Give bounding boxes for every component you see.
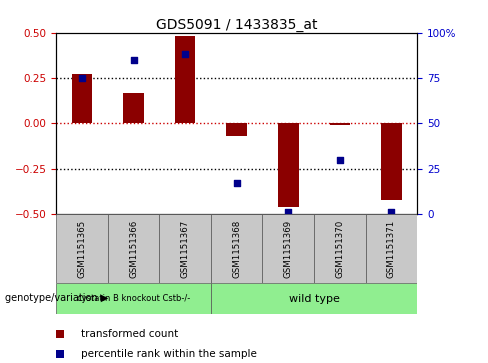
Bar xyxy=(263,214,314,283)
Point xyxy=(387,209,395,215)
Bar xyxy=(108,214,159,283)
Bar xyxy=(314,214,366,283)
Bar xyxy=(159,214,211,283)
Text: transformed count: transformed count xyxy=(81,329,179,339)
Bar xyxy=(211,283,417,314)
Text: GSM1151368: GSM1151368 xyxy=(232,220,241,278)
Text: percentile rank within the sample: percentile rank within the sample xyxy=(81,348,257,359)
Bar xyxy=(56,214,108,283)
Point xyxy=(336,157,344,163)
Text: GSM1151371: GSM1151371 xyxy=(387,220,396,278)
Point xyxy=(78,75,86,81)
Text: GSM1151366: GSM1151366 xyxy=(129,220,138,278)
Text: GSM1151369: GSM1151369 xyxy=(284,220,293,278)
Bar xyxy=(123,93,144,123)
Bar xyxy=(72,74,92,123)
Bar xyxy=(278,123,299,207)
Point xyxy=(181,52,189,57)
Text: wild type: wild type xyxy=(288,294,340,303)
Bar xyxy=(366,214,417,283)
Bar xyxy=(175,36,195,123)
Text: GSM1151367: GSM1151367 xyxy=(181,220,190,278)
Point xyxy=(233,180,241,186)
Text: genotype/variation ▶: genotype/variation ▶ xyxy=(5,293,108,303)
Point xyxy=(130,57,138,63)
Bar xyxy=(56,283,211,314)
Bar xyxy=(226,123,247,136)
Text: GSM1151365: GSM1151365 xyxy=(78,220,86,278)
Point xyxy=(285,209,292,215)
Title: GDS5091 / 1433835_at: GDS5091 / 1433835_at xyxy=(156,18,317,32)
Text: GSM1151370: GSM1151370 xyxy=(335,220,345,278)
Bar xyxy=(211,214,263,283)
Text: cystatin B knockout Cstb-/-: cystatin B knockout Cstb-/- xyxy=(77,294,190,303)
Bar xyxy=(329,123,350,125)
Bar xyxy=(381,123,402,200)
